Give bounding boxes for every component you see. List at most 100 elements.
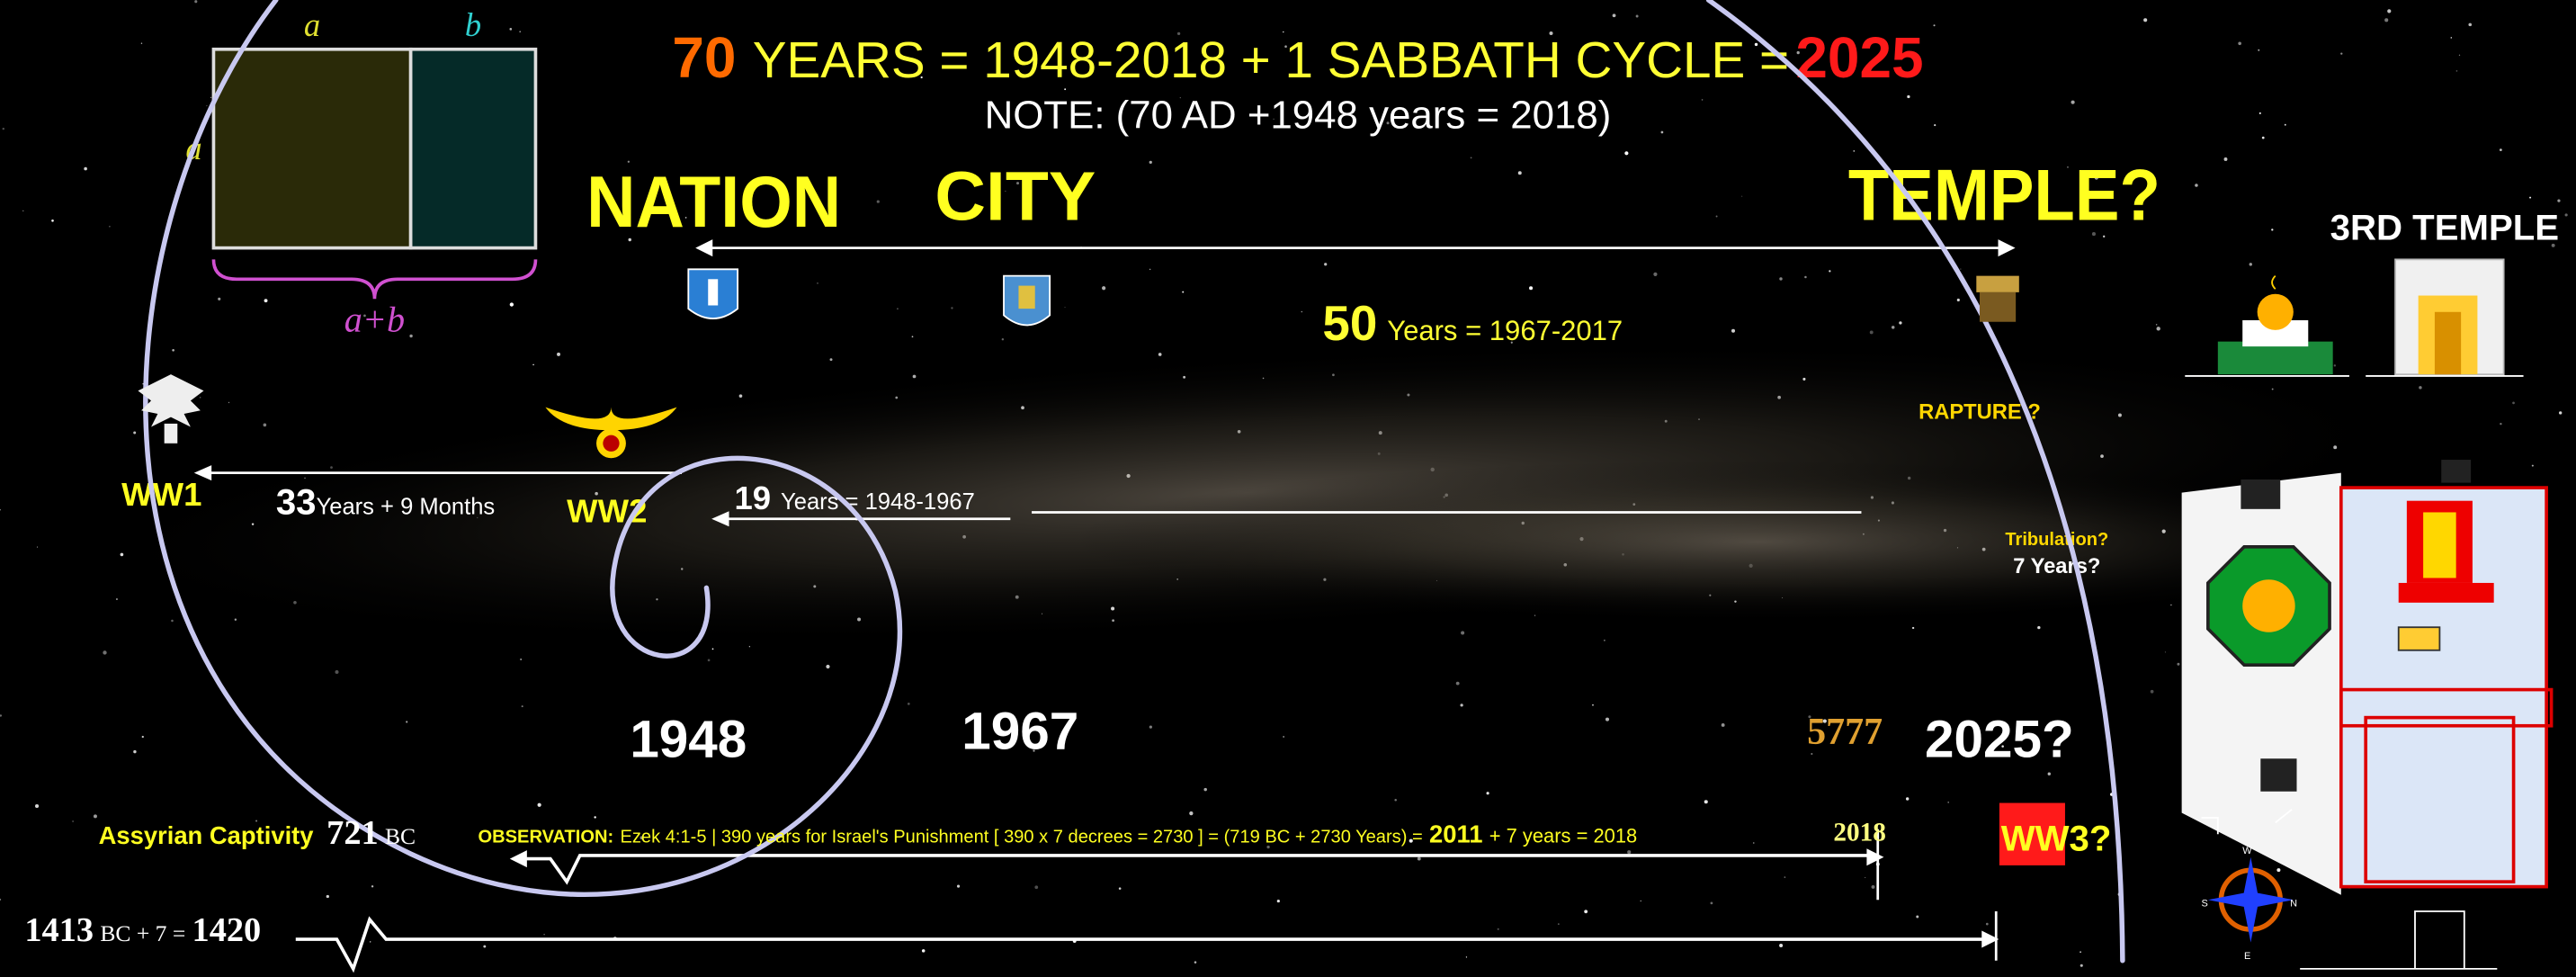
star (543, 934, 544, 935)
star (2037, 626, 2040, 629)
star (951, 307, 953, 309)
star (1702, 99, 1704, 101)
star (708, 659, 711, 662)
star (1624, 151, 1628, 155)
star (2224, 157, 2228, 161)
star (370, 941, 371, 942)
star (1529, 286, 1533, 290)
title-text: YEARS = 1948-2018 + 1 SABBATH CYCLE = (753, 31, 1789, 88)
star (1907, 95, 1910, 98)
star (912, 336, 914, 337)
star (1957, 299, 1960, 301)
star (2456, 70, 2458, 72)
star (1627, 850, 1631, 854)
star (206, 105, 207, 106)
year-hebrew: 5777 (1807, 712, 1883, 753)
star (2557, 200, 2560, 202)
star (532, 364, 534, 366)
star (1853, 150, 1855, 152)
note: NOTE: (70 AD +1948 years = 2018) (985, 93, 1612, 137)
star (1064, 307, 1065, 308)
star (2285, 124, 2286, 126)
star (519, 31, 521, 32)
star (1283, 736, 1284, 737)
star (483, 946, 486, 948)
star (1899, 321, 1901, 324)
star (830, 358, 833, 361)
star (1731, 329, 1735, 333)
star (1301, 311, 1303, 313)
star (520, 659, 522, 660)
year-nation: 1948 (630, 710, 747, 768)
star (116, 598, 118, 600)
star (264, 424, 267, 427)
star (228, 402, 229, 403)
star (2340, 52, 2342, 54)
emblem-nation (688, 269, 738, 318)
star (1002, 338, 1004, 340)
star (2080, 964, 2083, 967)
star (2529, 197, 2531, 199)
star (1872, 885, 1875, 889)
emblem-temple (1976, 276, 2018, 322)
star (1149, 726, 1152, 729)
star (2143, 18, 2147, 22)
star (1149, 161, 1152, 164)
star (133, 431, 136, 434)
star (2276, 868, 2280, 872)
star (200, 397, 201, 399)
star (1784, 876, 1786, 878)
year-temple: 2025? (1925, 710, 2074, 768)
star (1606, 718, 1609, 722)
star (1277, 900, 1280, 902)
exodus-mid: BC + 7 = (100, 920, 185, 946)
star (1604, 640, 1605, 641)
star (2258, 49, 2259, 51)
label-seven-years: 7 Years? (2013, 555, 2100, 578)
star (1811, 753, 1812, 755)
exodus-start: 1413 (24, 911, 94, 949)
star (1986, 923, 1989, 926)
star (2512, 402, 2515, 405)
star (2048, 773, 2051, 775)
span-text: Years = 1967-2017 (1387, 315, 1623, 346)
star (2419, 386, 2421, 389)
star (2451, 37, 2453, 39)
star (2259, 112, 2261, 114)
star (2559, 411, 2562, 414)
star (1471, 157, 1472, 158)
star (712, 649, 714, 650)
observation-tail: + 7 years = 2018 (1489, 824, 1637, 847)
star (510, 302, 514, 306)
emblem-city (1004, 276, 1050, 326)
page: Timeline html,body{margin:0;padding:0;ba… (0, 0, 2576, 977)
star (1779, 277, 1782, 280)
label-b: b (465, 6, 481, 43)
star (210, 97, 211, 98)
star (1558, 923, 1560, 925)
star (1460, 704, 1462, 706)
label-sum: a+b (344, 300, 405, 340)
star (72, 820, 73, 821)
star (133, 750, 136, 753)
star (1753, 842, 1755, 844)
star (2271, 229, 2273, 230)
star (594, 816, 595, 818)
heading-nation: NATION (586, 162, 841, 243)
star (406, 721, 407, 722)
star (1498, 928, 1499, 930)
star (522, 705, 523, 707)
compass-w: W (2242, 846, 2252, 856)
star (1456, 682, 1460, 686)
star (1064, 88, 1066, 90)
star (2334, 364, 2336, 366)
label-ww3: WW3? (2001, 818, 2112, 858)
star (2080, 951, 2081, 953)
star (1149, 269, 1151, 271)
star (94, 814, 97, 818)
star (2459, 55, 2460, 56)
star (817, 282, 818, 283)
star (922, 949, 926, 953)
star (2532, 465, 2534, 467)
star (2238, 41, 2241, 45)
